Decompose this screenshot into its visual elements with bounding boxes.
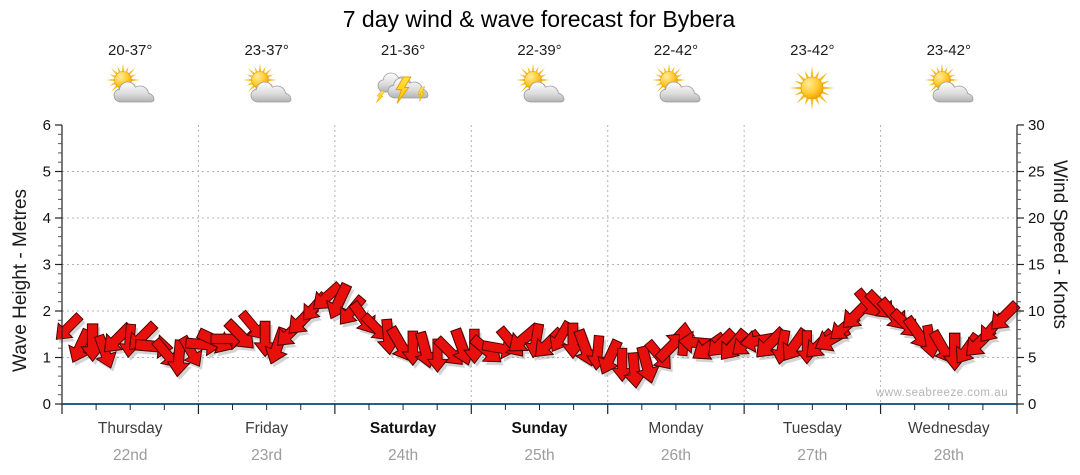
day-temp-range: 23-42° bbox=[926, 42, 971, 59]
chart-title: 7 day wind & wave forecast for Bybera bbox=[342, 6, 736, 32]
svg-text:3: 3 bbox=[43, 257, 51, 274]
day-temp-range: 22-39° bbox=[517, 42, 562, 59]
day-name-label: Thursday bbox=[97, 420, 163, 437]
svg-text:30: 30 bbox=[1028, 117, 1045, 134]
svg-text:2: 2 bbox=[43, 303, 51, 320]
svg-text:5: 5 bbox=[1028, 350, 1036, 367]
svg-text:10: 10 bbox=[1028, 303, 1045, 320]
wind-arrows bbox=[55, 280, 1021, 389]
day-temp-range: 21-36° bbox=[380, 42, 426, 59]
svg-text:5: 5 bbox=[43, 164, 51, 181]
svg-text:0: 0 bbox=[43, 396, 51, 413]
svg-text:6: 6 bbox=[43, 117, 51, 134]
sun-cloud-icon bbox=[922, 63, 976, 113]
day-temp-range: 23-42° bbox=[790, 42, 835, 59]
svg-text:20: 20 bbox=[1028, 210, 1045, 227]
day-temp-range: 20-37° bbox=[108, 42, 153, 59]
day-name-label: Wednesday bbox=[907, 420, 990, 437]
day-date-label: 27th bbox=[797, 447, 828, 464]
sun-cloud-icon bbox=[103, 63, 157, 113]
day-date-label: 24th bbox=[387, 447, 419, 464]
sun-cloud-icon bbox=[649, 63, 703, 113]
day-date-label: 26th bbox=[660, 447, 692, 464]
svg-text:25: 25 bbox=[1028, 164, 1045, 181]
svg-text:1: 1 bbox=[43, 350, 51, 367]
day-date-label: 28th bbox=[933, 447, 964, 464]
svg-text:15: 15 bbox=[1028, 257, 1045, 274]
storm-icon bbox=[376, 63, 430, 113]
day-name-label: Friday bbox=[245, 420, 289, 437]
day-date-label: 25th bbox=[524, 447, 555, 464]
day-name-label: Tuesday bbox=[782, 420, 842, 437]
sun-cloud-icon bbox=[240, 63, 294, 113]
day-date-label: 23rd bbox=[251, 447, 283, 464]
watermark: www.seabreeze.com.au bbox=[875, 387, 1008, 399]
day-temp-range: 23-37° bbox=[244, 42, 289, 59]
day-date-label: 22nd bbox=[112, 447, 148, 464]
svg-text:4: 4 bbox=[43, 210, 51, 227]
day-name-label: Monday bbox=[648, 420, 704, 437]
sunny-icon bbox=[785, 63, 839, 113]
svg-text:0: 0 bbox=[1028, 396, 1036, 413]
sun-cloud-icon bbox=[513, 63, 567, 113]
day-name-label: Saturday bbox=[369, 420, 437, 437]
day-name-label: Sunday bbox=[511, 420, 568, 437]
day-temp-range: 22-42° bbox=[653, 42, 699, 59]
